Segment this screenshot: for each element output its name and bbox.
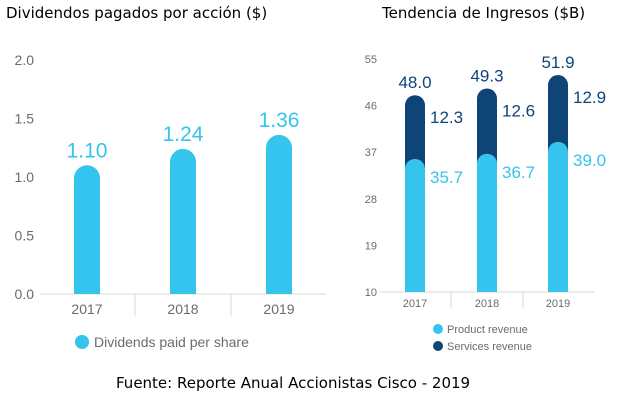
product-data-label: 36.7: [502, 163, 535, 182]
y-tick-label: 19: [365, 240, 377, 252]
product-revenue-bar: [405, 158, 425, 292]
y-tick-label: 0.0: [15, 286, 35, 302]
y-tick-label: 55: [365, 54, 377, 66]
dividend-data-label: 1.24: [163, 123, 204, 146]
y-tick-label: 46: [365, 101, 377, 113]
services-data-label: 12.3: [430, 108, 463, 127]
y-tick-label: 1.5: [15, 111, 35, 127]
dividend-bar: [74, 165, 100, 294]
product-revenue-bar: [477, 153, 497, 292]
legend-label-dividends: Dividends paid per share: [94, 334, 249, 350]
x-tick-label: 2017: [71, 301, 102, 317]
dividend-bar: [266, 134, 292, 294]
y-tick-label: 1.0: [15, 169, 35, 185]
x-tick-label: 2018: [475, 298, 499, 310]
x-tick-label: 2017: [403, 298, 427, 310]
x-tick-label: 2019: [263, 301, 294, 317]
total-data-label: 51.9: [541, 53, 574, 72]
source-note: Fuente: Reporte Anual Accionistas Cisco …: [116, 374, 471, 392]
y-tick-label: 28: [365, 194, 377, 206]
x-tick-label: 2019: [546, 298, 570, 310]
legend-label-product: Product revenue: [447, 324, 528, 336]
y-tick-label: 10: [365, 287, 377, 299]
y-tick-label: 0.5: [15, 228, 35, 244]
legend-marker-services: [433, 341, 443, 351]
y-tick-label: 2.0: [15, 52, 35, 68]
dividend-data-label: 1.10: [67, 139, 108, 162]
legend-label-services: Services revenue: [447, 341, 532, 353]
x-tick-label: 2018: [167, 301, 198, 317]
dividend-data-label: 1.36: [259, 109, 300, 132]
y-tick-label: 37: [365, 147, 377, 159]
product-data-label: 39.0: [573, 151, 606, 170]
services-data-label: 12.6: [502, 102, 535, 121]
revenue-chart-title: Tendencia de Ingresos ($B): [382, 4, 586, 22]
legend-marker-dividends: [75, 335, 89, 349]
dividend-bar: [170, 148, 196, 294]
product-revenue-bar: [548, 141, 568, 292]
legend-marker-product: [433, 324, 443, 334]
total-data-label: 48.0: [398, 73, 431, 92]
dividends-chart-title: Dividendos pagados por acción ($): [6, 4, 268, 22]
services-data-label: 12.9: [573, 88, 606, 107]
product-data-label: 35.7: [430, 168, 463, 187]
total-data-label: 49.3: [470, 67, 503, 86]
